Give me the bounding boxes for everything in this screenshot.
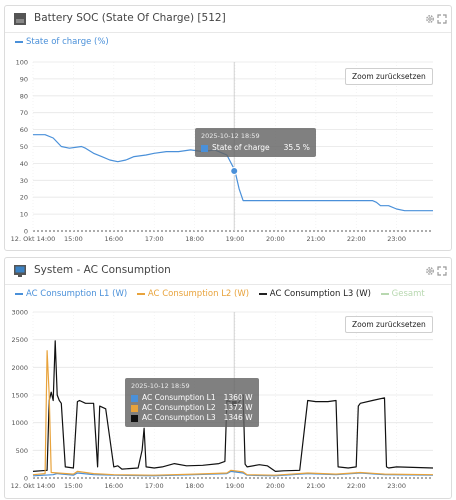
legend-label: AC Consumption L1 (W) <box>26 289 128 299</box>
soc-chart[interactable]: 0 10 20 30 40 50 60 70 80 90 100 12. Okt 14:00 15:00… <box>5 50 451 248</box>
x-tick-label: 15:00 <box>64 482 83 490</box>
zoom-reset-button[interactable]: Zoom zurücksetzen <box>345 316 433 333</box>
x-tick-label: 20:00 <box>266 235 285 243</box>
tooltip-value: 1360 W <box>223 393 253 402</box>
tooltip-value: 35.5 % <box>283 143 310 152</box>
x-tick-label: 15:00 <box>64 235 83 243</box>
hover-marker <box>230 167 239 176</box>
series-line <box>32 340 434 472</box>
chart-tooltip: 2025-10-12 18:59 AC Consumption L1 1360 … <box>125 378 259 427</box>
y-tick-label: 40 <box>20 160 28 168</box>
x-tick-label: 23:00 <box>387 235 406 243</box>
legend-label: AC Consumption L3 (W) <box>269 289 371 299</box>
x-tick-label: 23:00 <box>387 482 406 490</box>
x-tick-label: 22:00 <box>347 235 366 243</box>
x-tick-label: 21:00 <box>306 482 325 490</box>
x-tick-label: 17:00 <box>145 482 164 490</box>
gear-icon[interactable] <box>425 14 435 24</box>
y-tick-label: 20 <box>20 194 28 202</box>
y-tick-label: 2000 <box>11 364 28 372</box>
legend-swatch <box>15 293 23 295</box>
y-tick-label: 50 <box>20 143 28 151</box>
legend-item-l3[interactable]: AC Consumption L3 (W) <box>258 289 371 299</box>
y-tick-label: 90 <box>20 75 28 83</box>
y-tick-label: 2500 <box>11 336 28 344</box>
tooltip-row: AC Consumption L1 1360 W <box>131 393 253 403</box>
panel-title: System - AC Consumption <box>34 264 171 276</box>
tooltip-label: AC Consumption L3 <box>142 413 216 422</box>
x-tick-label: 16:00 <box>104 482 123 490</box>
battery-soc-panel: Battery SOC (State Of Charge) [512] Stat… <box>4 5 452 251</box>
y-tick-label: 30 <box>20 177 28 185</box>
legend-label: AC Consumption L2 (W) <box>147 289 250 299</box>
panel-header: System - AC Consumption <box>5 258 451 285</box>
expand-icon[interactable] <box>437 14 447 24</box>
chart-legend: AC Consumption L1 (W) AC Consumption L2 … <box>15 288 432 299</box>
legend-item-l1[interactable]: AC Consumption L1 (W) <box>15 289 127 299</box>
tooltip-swatch <box>131 414 138 422</box>
legend-swatch <box>258 293 267 295</box>
legend-label: Gesamt <box>391 289 425 299</box>
expand-icon[interactable] <box>437 266 447 276</box>
tooltip-swatch <box>131 394 138 402</box>
tooltip-value: 1372 W <box>223 403 253 412</box>
tooltip-timestamp: 2025-10-12 18:59 <box>131 382 190 390</box>
y-tick-label: 10 <box>20 211 28 219</box>
legend-swatch <box>136 293 145 295</box>
panel-title: Battery SOC (State Of Charge) [512] <box>34 12 226 24</box>
chart-legend: State of charge (%) <box>15 36 116 47</box>
x-tick-label: 18:00 <box>185 482 204 490</box>
x-tick-label: 18:00 <box>185 235 204 243</box>
tooltip-row: State of charge 35.5 % <box>201 143 310 153</box>
y-tick-label: 70 <box>20 109 28 117</box>
legend-item-soc[interactable]: State of charge (%) <box>15 37 109 47</box>
y-tick-label: 3000 <box>11 309 28 317</box>
zoom-reset-button[interactable]: Zoom zurücksetzen <box>345 68 433 85</box>
legend-swatch <box>380 293 389 295</box>
y-tick-label: 60 <box>20 126 28 134</box>
legend-swatch <box>15 41 23 43</box>
x-tick-label: 17:00 <box>145 235 164 243</box>
x-tick-label: 16:00 <box>104 235 123 243</box>
ac-consumption-chart[interactable]: 0 500 1000 1500 2000 2500 3000 12. Okt 14:00 15:… <box>5 302 451 494</box>
battery-chart-icon <box>14 13 26 25</box>
y-tick-label: 0 <box>24 475 28 483</box>
y-tick-label: 0 <box>24 228 28 236</box>
y-tick-label: 1000 <box>11 419 28 427</box>
tooltip-label: AC Consumption L1 <box>142 393 216 402</box>
legend-item-l2[interactable]: AC Consumption L2 (W) <box>136 289 250 299</box>
x-tick-label: 22:00 <box>347 482 366 490</box>
tooltip-swatch <box>131 404 138 412</box>
x-tick-label: 19:00 <box>226 235 245 243</box>
tooltip-swatch <box>201 144 208 152</box>
monitor-chart-icon <box>14 265 26 277</box>
x-tick-label: 21:00 <box>306 235 325 243</box>
gear-icon[interactable] <box>425 266 435 276</box>
x-tick-label: 19:00 <box>226 482 245 490</box>
x-tick-label: 12. Okt 14:00 <box>11 235 56 243</box>
legend-label: State of charge (%) <box>26 37 109 47</box>
y-tick-label: 80 <box>20 92 28 100</box>
tooltip-value: 1346 W <box>223 413 253 422</box>
tooltip-label: State of charge <box>212 143 270 152</box>
tooltip-timestamp: 2025-10-12 18:59 <box>201 132 260 140</box>
y-tick-label: 1500 <box>11 392 28 400</box>
x-tick-label: 12. Okt 14:00 <box>11 482 56 490</box>
series-line <box>32 350 434 476</box>
tooltip-label: AC Consumption L2 <box>142 403 216 412</box>
legend-item-total[interactable]: Gesamt <box>380 289 425 299</box>
y-tick-label: 500 <box>16 447 28 455</box>
tooltip-row: AC Consumption L2 1372 W <box>131 403 253 413</box>
chart-tooltip: 2025-10-12 18:59 State of charge 35.5 % <box>195 128 316 157</box>
x-tick-label: 20:00 <box>266 482 285 490</box>
tooltip-row: AC Consumption L3 1346 W <box>131 413 253 423</box>
ac-consumption-panel: System - AC Consumption AC Consumption L… <box>4 257 452 499</box>
y-tick-label: 100 <box>16 59 28 67</box>
panel-header: Battery SOC (State Of Charge) [512] <box>5 6 451 33</box>
